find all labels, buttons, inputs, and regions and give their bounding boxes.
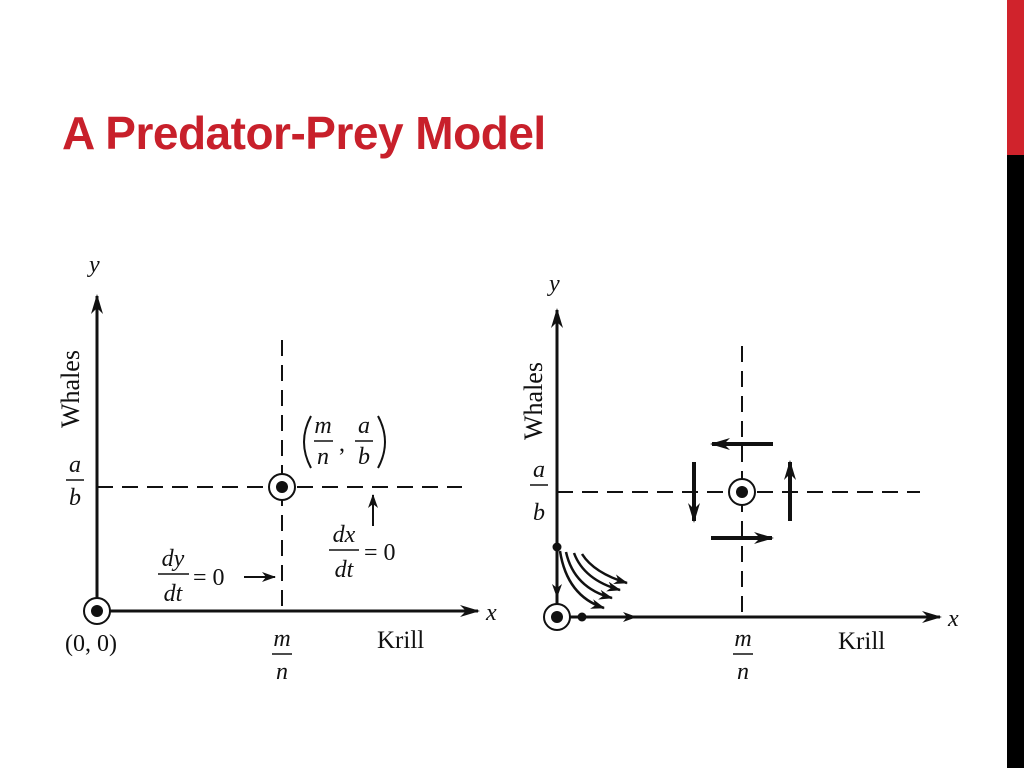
svg-text:a: a: [358, 413, 370, 439]
right-equilibrium-point: [728, 478, 756, 506]
svg-text:n: n: [317, 444, 329, 470]
right-phase-diagram: y x Whales Krill a b m n: [519, 271, 959, 685]
right-krill-label: Krill: [838, 628, 885, 655]
right-x-tick-fraction: m n: [733, 626, 753, 685]
svg-text:dt: dt: [335, 557, 355, 583]
svg-text:dx: dx: [333, 522, 356, 548]
svg-text:= 0: = 0: [193, 565, 225, 591]
left-origin-point: [83, 597, 111, 625]
right-y-tick-fraction: a b: [530, 457, 548, 526]
svg-text:dy: dy: [162, 546, 185, 572]
dx-dt-zero-label: dx dt = 0: [329, 522, 396, 583]
trajectory-curve-3: [572, 552, 621, 592]
left-y-tick-fraction: a b: [66, 452, 84, 511]
svg-text:n: n: [737, 659, 749, 685]
equilibrium-label: m n , a b: [303, 413, 386, 470]
right-x-axis-label: x: [947, 606, 959, 632]
right-origin-point: [543, 603, 571, 631]
svg-text:= 0: = 0: [364, 540, 396, 566]
svg-text:n: n: [276, 659, 288, 685]
left-krill-label: Krill: [377, 627, 424, 654]
slide-title: A Predator-Prey Model: [62, 107, 546, 159]
svg-text:,: ,: [339, 431, 345, 457]
svg-text:b: b: [358, 444, 370, 470]
accent-bar-black: [1007, 155, 1024, 768]
right-whales-label: Whales: [519, 362, 548, 440]
svg-text:m: m: [314, 413, 331, 439]
svg-text:m: m: [273, 626, 290, 652]
trajectory-curve-2: [564, 551, 613, 600]
left-phase-diagram: y x Whales Krill (0, 0) a b m n m n , a …: [56, 252, 497, 685]
trajectory-curve-4: [580, 553, 628, 585]
left-equilibrium-point: [268, 473, 296, 501]
left-x-tick-fraction: m n: [272, 626, 292, 685]
origin-label: (0, 0): [65, 631, 117, 657]
left-y-axis-label: y: [87, 252, 100, 278]
svg-text:b: b: [69, 485, 81, 511]
left-x-axis-label: x: [485, 600, 497, 626]
left-whales-label: Whales: [56, 350, 85, 428]
dy-dt-zero-label: dy dt = 0: [158, 546, 225, 607]
right-y-axis-label: y: [547, 271, 560, 297]
svg-text:a: a: [533, 457, 545, 483]
svg-text:m: m: [734, 626, 751, 652]
accent-bar-red: [1007, 0, 1024, 155]
trajectory-curve-1: [558, 550, 605, 610]
svg-text:a: a: [69, 452, 81, 478]
svg-text:dt: dt: [164, 581, 184, 607]
svg-text:b: b: [533, 500, 545, 526]
